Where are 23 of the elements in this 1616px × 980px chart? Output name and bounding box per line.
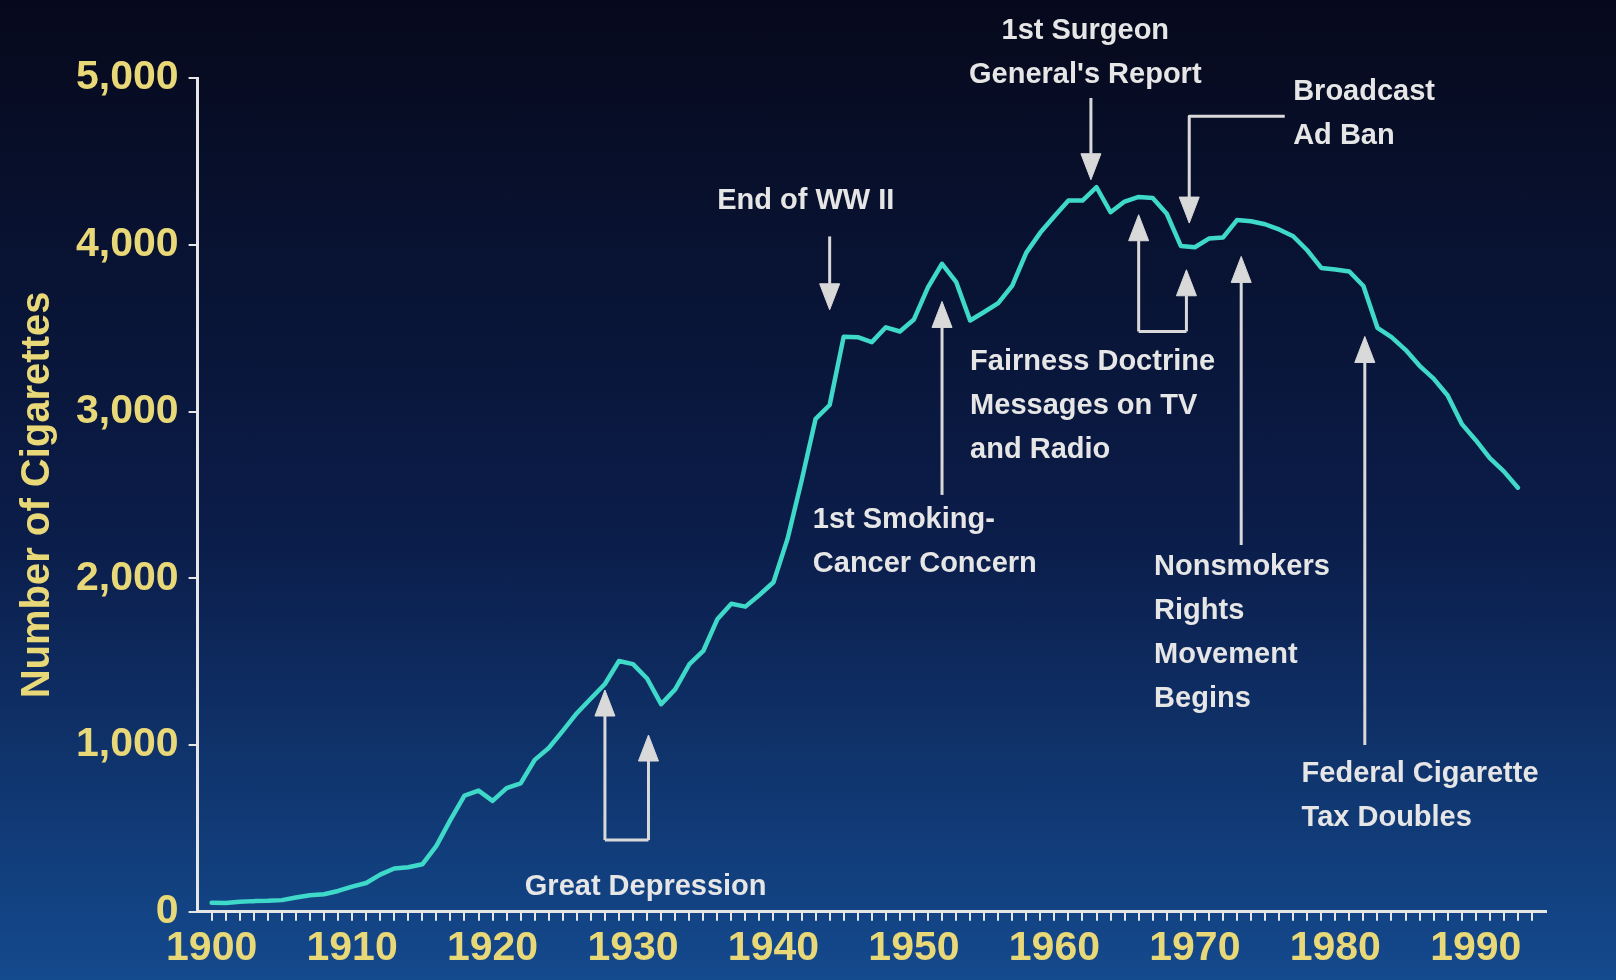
x-tick-label: 1940 (727, 922, 820, 969)
annotation: Fairness Doctrine Messages on TV and Radio (970, 343, 1216, 464)
x-tick-label: 1930 (587, 922, 679, 969)
annotation: 1st Smoking- Cancer Concern (812, 501, 1037, 578)
x-tick-label: 1920 (446, 922, 539, 969)
y-tick-label: 3,000 (75, 385, 179, 432)
annotation: Nonsmokers Rights Movement Begins (1154, 548, 1330, 713)
annotation: Federal Cigarette Tax Doubles (1301, 756, 1539, 833)
y-tick-label: 1,000 (75, 719, 179, 766)
x-tick-label: 1990 (1430, 922, 1522, 969)
annotation: 1st Surgeon General's Report (969, 13, 1202, 90)
x-tick-label: 1950 (868, 922, 960, 969)
y-tick-label: 2,000 (75, 552, 179, 599)
annotation: Great Depression (524, 868, 767, 901)
annotation: Broadcast Ad Ban (1293, 73, 1436, 150)
x-tick-label: 1980 (1289, 922, 1381, 969)
y-tick-label: 5,000 (75, 52, 179, 99)
x-tick-label: 1960 (1008, 922, 1101, 969)
annotation: End of WW II (717, 183, 895, 216)
y-axis-title: Number of Cigarettes (13, 291, 58, 699)
y-tick-label: 4,000 (75, 219, 179, 266)
x-tick-label: 1970 (1149, 922, 1241, 969)
x-tick-label: 1910 (306, 922, 398, 969)
